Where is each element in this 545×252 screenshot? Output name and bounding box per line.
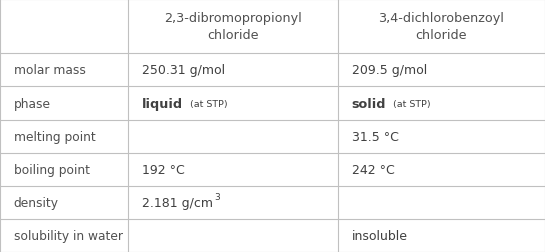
Text: molar mass: molar mass [14, 64, 86, 77]
Text: 3: 3 [214, 192, 220, 201]
Text: 242 °C: 242 °C [352, 163, 394, 176]
Text: liquid: liquid [142, 97, 183, 110]
Text: solubility in water: solubility in water [14, 229, 123, 242]
Text: (at STP): (at STP) [187, 99, 228, 108]
Text: phase: phase [14, 97, 51, 110]
Text: density: density [14, 196, 59, 209]
Text: melting point: melting point [14, 130, 95, 143]
Text: boiling point: boiling point [14, 163, 89, 176]
Text: 31.5 °C: 31.5 °C [352, 130, 398, 143]
Text: insoluble: insoluble [352, 229, 408, 242]
Text: 3,4-dichlorobenzoyl
chloride: 3,4-dichlorobenzoyl chloride [379, 12, 504, 42]
Text: 209.5 g/mol: 209.5 g/mol [352, 64, 427, 77]
Text: 192 °C: 192 °C [142, 163, 184, 176]
Text: solid: solid [352, 97, 386, 110]
Text: 2.181 g/cm: 2.181 g/cm [142, 196, 213, 209]
Text: 2,3-dibromopropionyl
chloride: 2,3-dibromopropionyl chloride [164, 12, 302, 42]
Text: (at STP): (at STP) [390, 99, 431, 108]
Text: 250.31 g/mol: 250.31 g/mol [142, 64, 225, 77]
